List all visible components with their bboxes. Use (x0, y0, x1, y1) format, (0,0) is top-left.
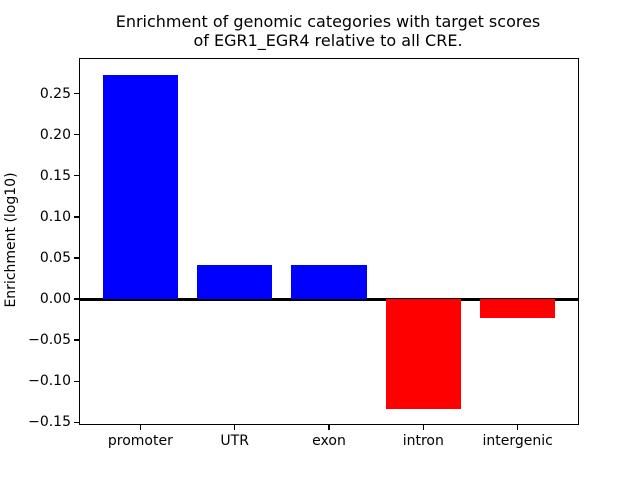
y-tick-mark (74, 92, 79, 95)
zero-line (80, 297, 578, 301)
x-tick-mark (516, 425, 519, 430)
bar-UTR (196, 264, 273, 300)
bar-exon (291, 264, 367, 300)
x-tick-label-intergenic: intergenic (482, 433, 553, 449)
bar-intergenic (479, 299, 556, 318)
x-tick-mark (233, 425, 236, 430)
x-tick-mark (139, 425, 142, 430)
bar-promoter (102, 74, 179, 300)
y-tick-label-0.25: 0.25 (39, 85, 71, 102)
x-tick-mark (422, 425, 425, 430)
x-tick-mark (328, 425, 330, 430)
y-tick-label-0.05: 0.05 (39, 249, 71, 266)
bar-intron (385, 299, 462, 410)
chart-title: Enrichment of genomic categories with ta… (115, 12, 541, 50)
y-tick-mark (74, 298, 79, 300)
y-axis-label: Enrichment (log10) (3, 172, 19, 308)
y-tick-mark (74, 380, 79, 382)
y-tick-label-−0.15: −0.15 (28, 414, 71, 431)
x-tick-label-exon: exon (312, 433, 346, 449)
y-tick-label-−0.10: −0.10 (28, 373, 71, 390)
y-tick-mark (74, 174, 79, 177)
x-tick-label-UTR: UTR (220, 433, 249, 449)
y-tick-label-0.10: 0.10 (39, 208, 71, 225)
y-tick-mark (74, 339, 79, 341)
x-tick-label-promoter: promoter (107, 433, 173, 449)
x-tick-label-intron: intron (402, 433, 444, 449)
y-tick-mark (74, 216, 79, 218)
y-tick-mark (74, 257, 79, 259)
y-tick-label-0.15: 0.15 (39, 167, 71, 184)
plot-area: promoter UTR exon intron intergenic 0.25 0.20 0… (28, 58, 579, 449)
y-tick-label-0.20: 0.20 (39, 126, 71, 143)
y-tick-mark (74, 133, 79, 136)
y-tick-label-−0.05: −0.05 (28, 332, 71, 349)
y-tick-label-0.00: 0.00 (39, 291, 71, 308)
y-tick-mark (74, 421, 79, 424)
